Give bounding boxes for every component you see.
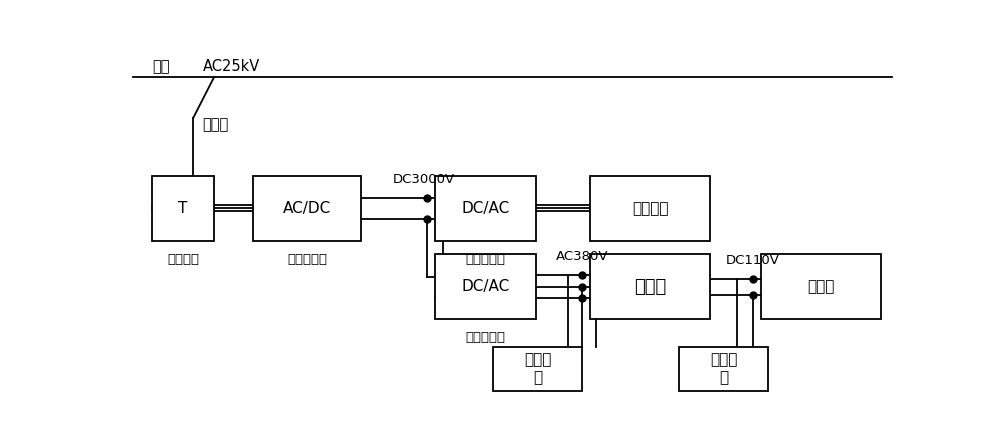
Text: 四象限整流: 四象限整流 (287, 253, 327, 266)
Text: 充电机: 充电机 (634, 278, 666, 296)
Text: T: T (178, 201, 188, 216)
Bar (590, 254, 710, 319)
Bar (152, 176, 214, 241)
Text: AC/DC: AC/DC (283, 201, 331, 216)
Bar (590, 176, 710, 241)
Bar (679, 346, 768, 391)
Text: 主变压器: 主变压器 (167, 253, 199, 266)
Text: 辅助变流器: 辅助变流器 (465, 331, 505, 345)
Text: DC/AC: DC/AC (461, 280, 510, 294)
Bar (493, 346, 582, 391)
Bar (435, 254, 536, 319)
Bar (761, 254, 881, 319)
Text: 直流负
载: 直流负 载 (710, 353, 737, 385)
Text: DC110V: DC110V (726, 254, 780, 267)
Text: AC25kV: AC25kV (202, 59, 260, 74)
Bar (435, 176, 536, 241)
Text: 电网: 电网 (152, 59, 170, 74)
Text: 交流负
载: 交流负 载 (524, 353, 551, 385)
Bar (253, 176, 361, 241)
Text: DC/AC: DC/AC (461, 201, 510, 216)
Text: DC3000V: DC3000V (392, 173, 454, 186)
Text: 牵引变流器: 牵引变流器 (465, 253, 505, 266)
Text: 牵引电机: 牵引电机 (632, 201, 668, 216)
Text: AC380V: AC380V (556, 250, 608, 263)
Text: 受电弓: 受电弓 (202, 117, 229, 132)
Text: 蓄电池: 蓄电池 (807, 280, 834, 294)
